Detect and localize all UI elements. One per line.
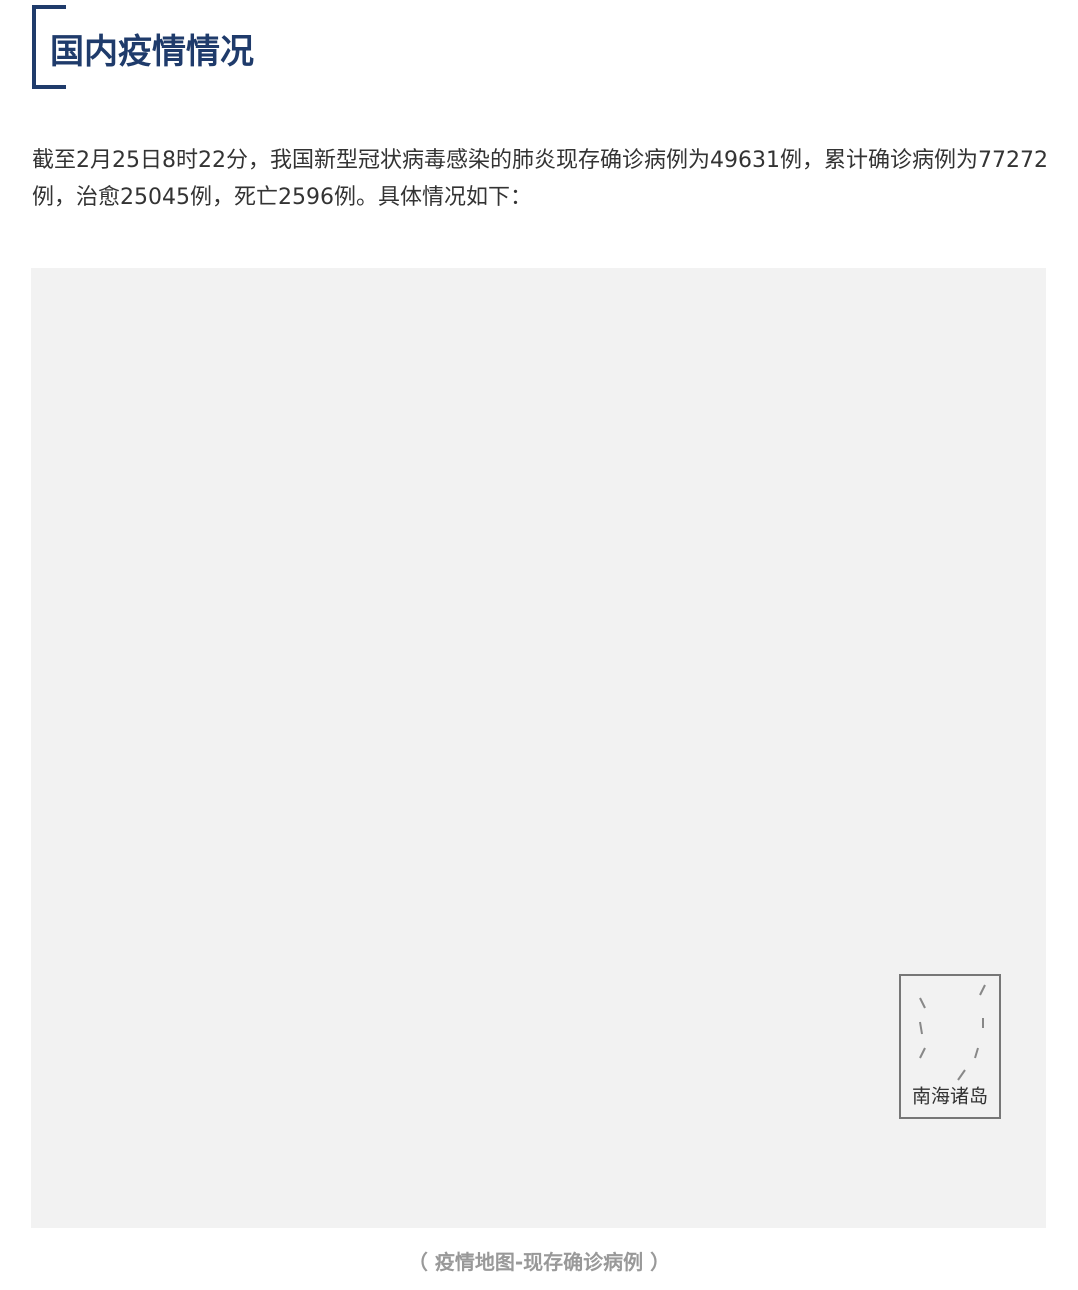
summary-paragraph: 截至2月25日8时22分，我国新型冠状病毒感染的肺炎现存确诊病例为49631例，…	[32, 148, 1048, 210]
inset-islands	[919, 984, 986, 1081]
section-title: 国内疫情情况	[50, 32, 254, 72]
figure-caption: （ 疫情地图-现存确诊病例 ）	[407, 1250, 671, 1274]
map: 南海诸岛	[31, 268, 1046, 1228]
inset-label: 南海诸岛	[912, 1086, 988, 1108]
inset-box	[899, 974, 1001, 1119]
map-background	[31, 268, 1046, 1228]
title-bracket	[32, 5, 66, 89]
